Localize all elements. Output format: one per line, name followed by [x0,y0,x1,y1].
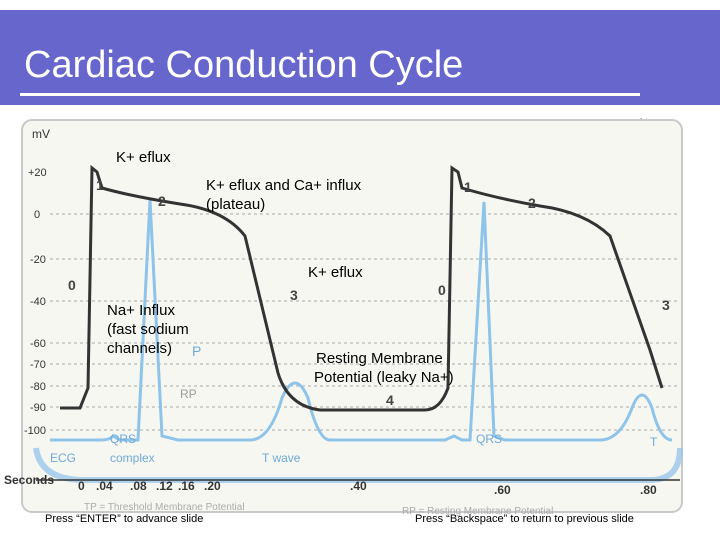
y-tick: -20 [30,254,46,266]
t-wave-label: T wave [262,451,301,465]
action-potential-trace [60,164,664,412]
rp-label: RP [180,387,197,401]
annotation-k-eflux-mid: K+ eflux [308,264,363,281]
phase-labels-cycle-2: 0 1 2 3 [438,179,670,313]
phase-label: 2 [528,195,536,211]
phase-label: 2 [158,193,166,209]
definition-labels: TP = Threshold Membrane Potential RP = R… [84,502,553,517]
phase-label: 3 [662,297,670,313]
y-tick: -70 [30,359,46,371]
action-potential-figure: mV +20 0 -20 -40 -60 -70 -80 -90 -100 Se… [4,119,683,517]
annotation-k-eflux-top: K+ eflux [116,149,171,166]
x-tick: .60 [494,483,511,497]
phase-label: 1 [96,177,104,193]
x-tick: .16 [178,479,195,493]
y-tick: 0 [34,209,40,221]
x-tick: .40 [350,479,367,493]
y-tick: -100 [24,425,46,437]
qrs-label: QRS [110,432,136,446]
x-tick: .04 [96,479,113,493]
x-tick: .20 [204,479,221,493]
ecg-trace [50,199,673,442]
t-label: T [650,435,658,449]
x-tick: 0 [78,479,85,493]
qrs-label-2: QRS [476,432,502,446]
y-tick: -60 [30,338,46,350]
title-underline [20,93,640,96]
y-tick: -90 [30,402,46,414]
footer-advance-hint: Press “ENTER” to advance slide [45,513,204,525]
x-tick: .80 [640,483,657,497]
y-tick: -40 [30,296,46,308]
x-tick: .08 [130,479,147,493]
y-axis-unit: mV [32,127,50,141]
figure-frame [21,119,683,513]
slide-title: Cardiac Conduction Cycle [24,44,464,86]
annotation-plateau: (plateau) [206,196,266,213]
y-tick: -80 [30,381,46,393]
annotation-na-influx-2: (fast sodium [107,321,189,338]
x-axis-label: Seconds [4,473,54,487]
phase-labels-cycle-1: 0 1 2 3 4 [68,177,394,408]
annotation-na-influx-3: channels) [107,340,173,357]
y-tick: +20 [28,167,47,179]
ecg-label: ECG [50,451,76,465]
y-ticks: +20 0 -20 -40 -60 -70 -80 -90 -100 [24,167,47,437]
annotation-resting-1: Resting Membrane [316,350,443,367]
x-ticks: 0 .04 .08 .12 .16 .20 .40 .60 .80 [78,479,657,497]
phase-label: 3 [290,287,298,303]
p-wave-label: P [192,343,201,359]
footer-back-hint: Press “Backspace” to return to previous … [415,513,634,525]
phase-label: 1 [464,179,472,195]
x-tick: .12 [156,479,173,493]
annotation-resting-2: Potential (leaky Na+) [314,369,454,386]
phase-label: 4 [386,392,394,408]
ecg-labels: P QRS complex ECG RP T wave QRS T [50,343,658,465]
phase-label: 0 [68,277,76,293]
annotation-k-eflux-ca: K+ eflux and Ca+ influx [206,177,362,194]
annotation-na-influx-1: Na+ Influx [107,302,175,319]
rp-definition: RP = Resting Membrane Potential [402,506,553,517]
slide-header: Cardiac Conduction Cycle [0,10,720,105]
complex-label: complex [110,451,155,465]
tp-definition: TP = Threshold Membrane Potential [84,502,245,513]
phase-label: 0 [438,282,446,298]
